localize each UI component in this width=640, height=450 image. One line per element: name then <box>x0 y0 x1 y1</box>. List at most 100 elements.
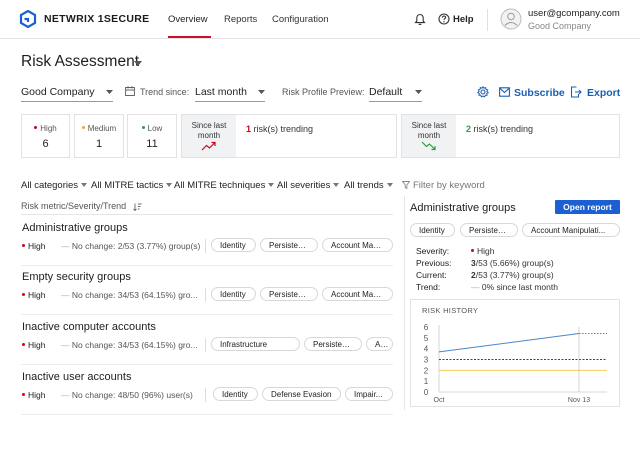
chevron-down-icon <box>106 90 113 94</box>
tag-account-manipulation[interactable]: Account Mani... <box>322 238 393 252</box>
current-value: 2/53 (3.77%) group(s) <box>471 270 554 280</box>
tag-identity[interactable]: Identity <box>211 287 256 301</box>
risk-row-inactive-computer-accounts[interactable]: Inactive computer accounts High — No cha… <box>21 321 393 369</box>
nav-divider <box>487 9 488 31</box>
severities-filter[interactable]: All severities <box>277 180 340 191</box>
mitre-techniques-filter-label: All MITRE techniques <box>174 180 266 191</box>
severity-dot-icon <box>471 249 474 253</box>
chevron-down-icon <box>258 90 265 94</box>
sort-icon[interactable] <box>132 203 142 211</box>
risk-row-administrative-groups[interactable]: Administrative groups High — No change: … <box>21 222 393 270</box>
trend-down-since: Since last month <box>411 121 447 140</box>
mitre-tactics-filter[interactable]: All MITRE tactics <box>91 180 173 191</box>
mitre-tactics-filter-label: All MITRE tactics <box>91 180 164 191</box>
risk-row-empty-security-groups[interactable]: Empty security groups High — No change: … <box>21 271 393 319</box>
active-tab-indicator <box>168 36 211 38</box>
severity-dot-icon <box>22 244 25 248</box>
detail-tag-identity[interactable]: Identity <box>410 223 455 237</box>
tag-persistence[interactable]: Persistence <box>260 287 318 301</box>
export-icon[interactable] <box>570 86 582 98</box>
tag-defense-evasion[interactable]: Defense Evasion <box>262 387 341 401</box>
mail-icon[interactable] <box>499 87 510 97</box>
list-header-label: Risk metric/Severity/Trend <box>21 201 127 211</box>
previous-value: 3/53 (5.66%) group(s) <box>471 258 554 268</box>
nav-overview[interactable]: Overview <box>168 14 208 25</box>
risk-history-chart: RISK HISTORY 0 1 2 3 4 5 6 Oct Nov 13 <box>410 299 620 407</box>
low-dot-icon <box>141 126 145 130</box>
user-email[interactable]: user@gcompany.com <box>528 8 620 19</box>
categories-filter[interactable]: All categories <box>21 180 88 191</box>
tag-impair-defenses[interactable]: Impair... <box>345 387 393 401</box>
chart-y-tick-label: 5 <box>424 334 429 343</box>
chart-x-tick-label: Oct <box>434 397 445 404</box>
trend-down-text: 2 risk(s) trending <box>466 124 534 134</box>
title-chevron-down-icon[interactable] <box>134 61 142 66</box>
medium-dot-icon <box>81 126 85 130</box>
mitre-techniques-filter[interactable]: All MITRE techniques <box>174 180 275 191</box>
high-risk-count: 6 <box>42 138 49 150</box>
tag-account-manipulation[interactable]: Accoun... <box>366 337 393 351</box>
low-risk-card[interactable]: Low 11 <box>127 114 177 158</box>
tag-identity[interactable]: Identity <box>211 238 256 252</box>
risk-profile-label: Risk Profile Preview: <box>282 87 365 97</box>
detail-tag-persistence[interactable]: Persistence <box>460 223 518 237</box>
risk-row-inactive-user-accounts[interactable]: Inactive user accounts High — No change:… <box>21 371 393 419</box>
tag-account-manipulation[interactable]: Account Man... <box>322 287 393 301</box>
risk-profile-value: Default <box>369 86 403 98</box>
trend-label: Trend: <box>416 282 441 292</box>
nav-configuration[interactable]: Configuration <box>272 14 329 25</box>
trends-filter[interactable]: All trends <box>344 180 393 191</box>
chart-y-tick-label: 0 <box>424 388 429 397</box>
trend-since-value: Last month <box>195 86 247 98</box>
row-separator <box>21 364 393 365</box>
subscribe-link[interactable]: Subscribe <box>514 87 565 99</box>
nav-reports[interactable]: Reports <box>224 14 258 25</box>
chevron-down-icon <box>415 90 422 94</box>
tag-persistence[interactable]: Persistence <box>304 337 362 351</box>
user-company: Good Company <box>528 21 592 31</box>
risk-title: Empty security groups <box>22 271 131 283</box>
keyword-filter-input[interactable]: Filter by keyword <box>401 180 485 191</box>
tag-persistence[interactable]: Persistence <box>260 238 318 252</box>
export-link[interactable]: Export <box>587 87 621 99</box>
risk-change: — No change: 48/50 (96%) user(s) <box>61 390 193 400</box>
chart-y-tick-label: 6 <box>424 323 429 332</box>
open-report-button[interactable]: Open report <box>555 200 620 214</box>
detail-tag-account-manipulation[interactable]: Account Manipulati... <box>522 223 620 237</box>
bell-icon[interactable] <box>414 13 426 26</box>
trend-since-select[interactable]: Last month <box>195 86 265 102</box>
chart-y-tick-label: 2 <box>424 366 429 375</box>
trending-up-card[interactable]: Since last month 1 risk(s) trending <box>181 114 397 158</box>
high-risk-card[interactable]: High 6 <box>21 114 70 158</box>
dash-icon: — <box>471 282 480 292</box>
tag-infrastructure[interactable]: Infrastructure <box>211 337 300 351</box>
keyword-filter-placeholder: Filter by keyword <box>413 180 485 191</box>
risk-change: — No change: 2/53 (3.77%) group(s) <box>61 241 201 251</box>
help-link[interactable]: Help <box>453 14 474 25</box>
row-divider <box>205 239 206 253</box>
medium-risk-card[interactable]: Medium 1 <box>74 114 124 158</box>
row-separator <box>21 314 393 315</box>
chart-y-tick-label: 3 <box>424 356 429 365</box>
detail-panel-title: Administrative groups <box>410 202 516 214</box>
trend-down-period: Since last month <box>402 115 456 157</box>
chevron-down-icon <box>333 183 340 188</box>
chevron-down-icon <box>386 183 393 188</box>
list-column-header[interactable]: Risk metric/Severity/Trend <box>21 201 142 211</box>
risk-change: — No change: 34/53 (64.15%) gro... <box>61 340 198 350</box>
severity-dot-icon <box>22 343 25 347</box>
gear-icon[interactable] <box>477 86 489 98</box>
help-icon[interactable] <box>438 13 450 25</box>
row-divider <box>205 388 206 402</box>
company-select[interactable]: Good Company <box>21 86 113 102</box>
risk-change: — No change: 34/53 (64.15%) gro... <box>61 290 198 300</box>
user-avatar-icon[interactable] <box>500 8 522 30</box>
chart-y-tick-label: 4 <box>424 345 429 354</box>
medium-risk-count: 1 <box>95 138 103 150</box>
previous-label: Previous: <box>416 258 452 268</box>
tag-identity[interactable]: Identity <box>213 387 258 401</box>
trend-value: — 0% since last month <box>471 282 558 292</box>
risk-profile-select[interactable]: Default <box>369 86 422 102</box>
trending-down-card[interactable]: Since last month 2 risk(s) trending <box>401 114 620 158</box>
severity-dot-icon <box>22 393 25 397</box>
